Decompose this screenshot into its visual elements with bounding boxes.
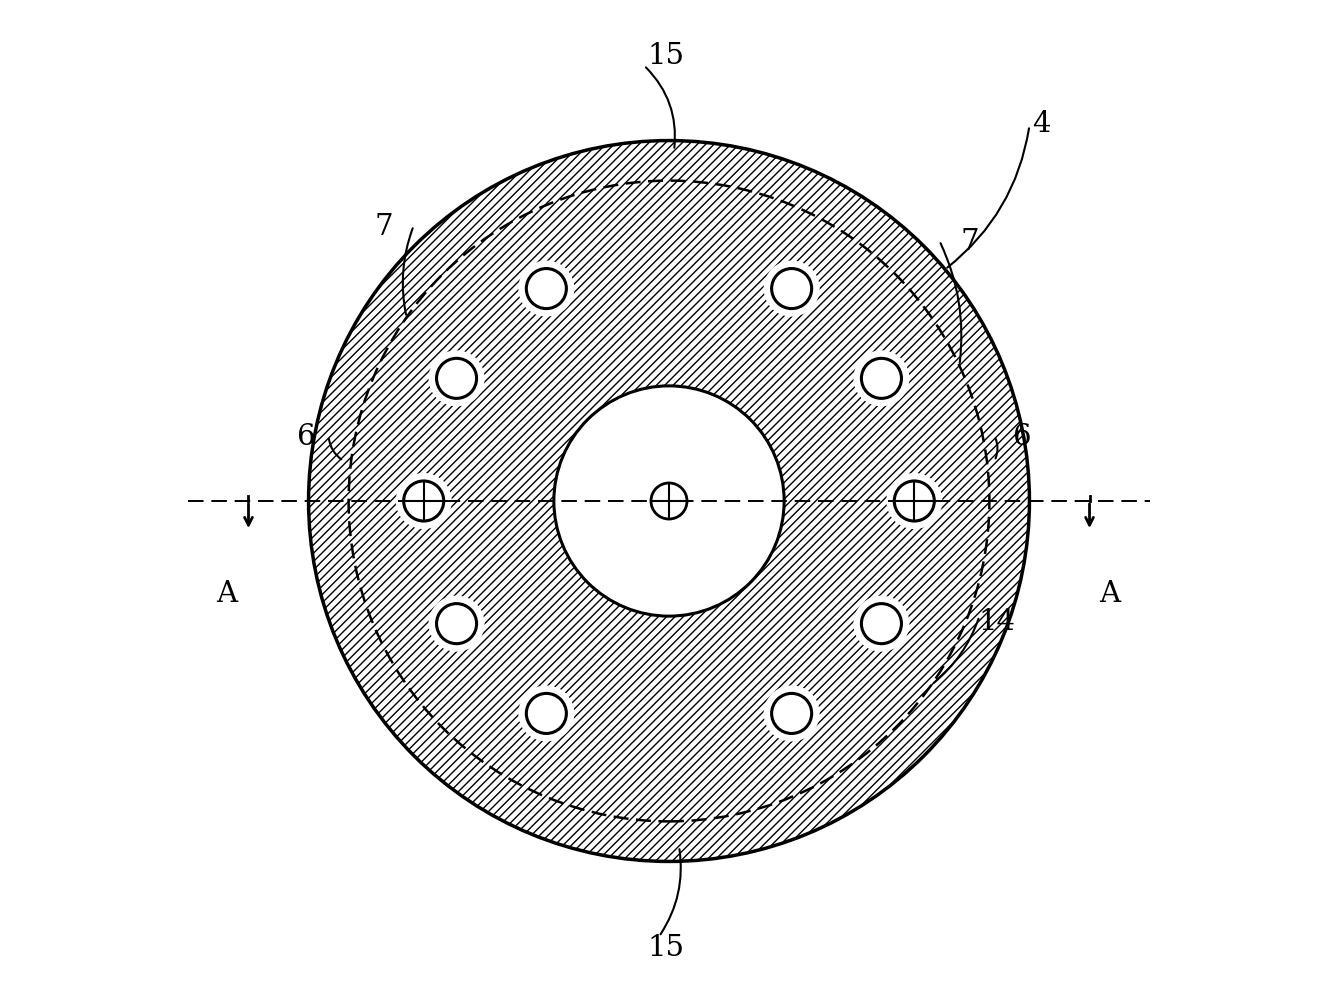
Circle shape — [436, 359, 476, 399]
Circle shape — [518, 261, 574, 317]
Circle shape — [436, 604, 476, 644]
Text: 14: 14 — [979, 608, 1016, 636]
Circle shape — [428, 351, 484, 407]
Circle shape — [764, 686, 820, 742]
Text: 7: 7 — [375, 213, 393, 241]
FancyArrowPatch shape — [995, 439, 998, 459]
Circle shape — [764, 261, 820, 317]
Circle shape — [772, 694, 812, 734]
Circle shape — [404, 481, 444, 522]
Circle shape — [854, 351, 910, 407]
Circle shape — [526, 269, 566, 309]
Circle shape — [554, 386, 784, 617]
Circle shape — [652, 483, 686, 520]
FancyArrowPatch shape — [403, 229, 412, 315]
FancyArrowPatch shape — [661, 850, 681, 934]
FancyArrowPatch shape — [934, 619, 978, 683]
Circle shape — [309, 141, 1029, 862]
Circle shape — [526, 694, 566, 734]
Circle shape — [396, 473, 452, 530]
FancyArrowPatch shape — [329, 439, 341, 460]
Circle shape — [862, 604, 902, 644]
Circle shape — [862, 359, 902, 399]
Circle shape — [894, 481, 934, 522]
Text: 7: 7 — [961, 228, 978, 256]
Text: A: A — [1098, 580, 1120, 608]
FancyArrowPatch shape — [947, 129, 1029, 269]
Text: 4: 4 — [1032, 109, 1050, 137]
Circle shape — [428, 596, 484, 652]
Circle shape — [772, 269, 812, 309]
Circle shape — [886, 473, 942, 530]
Text: 6: 6 — [297, 422, 316, 450]
FancyArrowPatch shape — [941, 244, 962, 363]
Text: 6: 6 — [1013, 422, 1032, 450]
Text: 15: 15 — [648, 42, 685, 70]
Text: A: A — [215, 580, 237, 608]
Circle shape — [518, 686, 574, 742]
FancyArrowPatch shape — [646, 68, 674, 148]
Text: 15: 15 — [648, 933, 685, 961]
Circle shape — [854, 596, 910, 652]
